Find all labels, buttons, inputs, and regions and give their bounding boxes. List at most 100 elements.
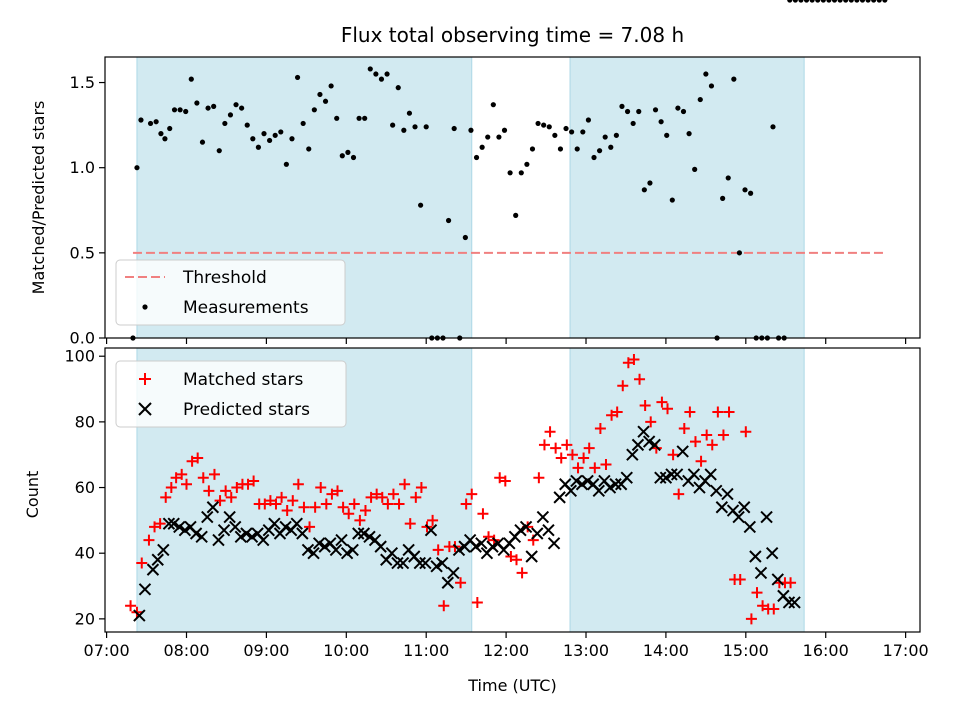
- x-tick-label: 09:00: [243, 641, 289, 660]
- matched-star-point: [160, 491, 172, 503]
- matched-star-point: [320, 498, 332, 510]
- matched-star-point: [287, 495, 299, 507]
- matched-star-point: [516, 567, 528, 579]
- matched-star-point: [208, 468, 220, 480]
- measurement-point: [479, 144, 485, 150]
- x-tick-label: 17:00: [883, 641, 929, 660]
- matched-star-point: [248, 475, 260, 487]
- predicted-star-point: [486, 540, 499, 553]
- measurement-point: [529, 146, 536, 152]
- matched-star-point: [348, 498, 360, 510]
- bottom-y-tick-label: 60: [75, 478, 95, 497]
- matched-star-point: [242, 478, 254, 490]
- measurement-point: [630, 120, 636, 127]
- measurement-point: [826, 0, 832, 3]
- predicted-star-point: [296, 527, 309, 540]
- measurement-point: [134, 165, 140, 171]
- measurement-point: [300, 120, 306, 127]
- matched-star-point: [499, 475, 511, 487]
- predicted-star-point: [391, 556, 404, 570]
- measurement-point: [167, 125, 173, 132]
- predicted-star-point: [173, 520, 186, 534]
- predicted-star-point: [771, 573, 784, 586]
- measurement-point: [742, 187, 748, 193]
- predicted-star-point: [138, 583, 152, 596]
- measurement-point: [669, 197, 675, 203]
- measurement-point: [211, 103, 217, 109]
- measurement-point: [216, 148, 222, 154]
- predicted-star-point: [710, 484, 723, 498]
- matched-star-point: [387, 488, 399, 500]
- x-tick-label: 08:00: [163, 641, 209, 660]
- measurement-point: [222, 120, 228, 127]
- predicted-star-point: [721, 487, 734, 501]
- measurement-point: [708, 83, 715, 89]
- matched-star-point: [634, 373, 646, 385]
- measurement-point: [524, 161, 530, 167]
- matched-star-point: [259, 498, 271, 510]
- measurement-point: [233, 102, 239, 108]
- measurement-point: [317, 91, 323, 98]
- matched-star-point: [270, 498, 282, 510]
- predicted-star-point: [788, 596, 801, 609]
- measurement-point: [580, 129, 586, 135]
- predicted-star-point: [676, 445, 689, 458]
- predicted-star-point: [592, 484, 606, 498]
- matched-star-point: [292, 478, 304, 490]
- observing-window-band: [569, 347, 805, 633]
- measurement-point: [283, 161, 289, 167]
- predicted-star-point: [648, 438, 661, 452]
- legend-predicted-label: Predicted stars: [183, 400, 310, 420]
- measurement-point: [641, 187, 647, 193]
- predicted-star-point: [564, 484, 578, 498]
- measurement-point: [205, 105, 211, 111]
- measurement-point: [362, 115, 368, 121]
- matched-star-point: [264, 495, 276, 507]
- predicted-star-point: [514, 524, 527, 537]
- measurement-point: [418, 202, 424, 208]
- measurement-point: [692, 166, 698, 172]
- matched-star-point: [494, 472, 506, 484]
- matched-star-point: [371, 488, 383, 500]
- chart-title: Flux total observing time = 7.08 h: [341, 23, 684, 47]
- measurement-point: [513, 212, 519, 218]
- measurement-point: [378, 76, 385, 82]
- predicted-star-point: [631, 438, 645, 452]
- predicted-star-point: [441, 576, 454, 589]
- measurement-point: [501, 127, 508, 133]
- bottom-y-tick-label: 100: [64, 347, 95, 366]
- measurement-point: [339, 153, 345, 159]
- matched-star-point: [203, 485, 215, 497]
- predicted-star-point: [435, 556, 449, 570]
- predicted-star-point: [329, 543, 343, 557]
- predicted-star-point: [307, 546, 320, 560]
- legend-matched-label: Matched stars: [183, 370, 303, 390]
- measurement-point: [485, 134, 491, 140]
- measurement-point: [227, 112, 234, 118]
- matched-star-point: [399, 478, 411, 490]
- matched-star-point: [589, 462, 601, 474]
- predicted-star-point: [206, 501, 220, 514]
- matched-star-point: [181, 478, 192, 490]
- matched-star-point: [460, 498, 472, 510]
- predicted-star-point: [760, 510, 773, 524]
- predicted-star-point: [256, 533, 270, 547]
- predicted-star-point: [234, 530, 248, 543]
- top-y-tick-label: 1.0: [70, 158, 95, 177]
- measurement-point: [468, 127, 474, 133]
- matched-star-point: [706, 439, 718, 451]
- x-tick-label: 12:00: [483, 641, 529, 660]
- measurement-point: [239, 105, 245, 111]
- top-y-tick-label: 1.5: [70, 73, 95, 92]
- matched-star-point: [170, 472, 182, 484]
- matched-star-point: [359, 505, 371, 517]
- predicted-star-point: [217, 524, 231, 537]
- predicted-star-point: [201, 510, 214, 524]
- matched-star-point: [673, 488, 685, 500]
- measurement-point: [809, 0, 815, 3]
- measurement-point: [350, 154, 357, 161]
- matched-star-point: [332, 485, 344, 497]
- measurement-point: [445, 217, 452, 224]
- predicted-star-point: [340, 546, 354, 560]
